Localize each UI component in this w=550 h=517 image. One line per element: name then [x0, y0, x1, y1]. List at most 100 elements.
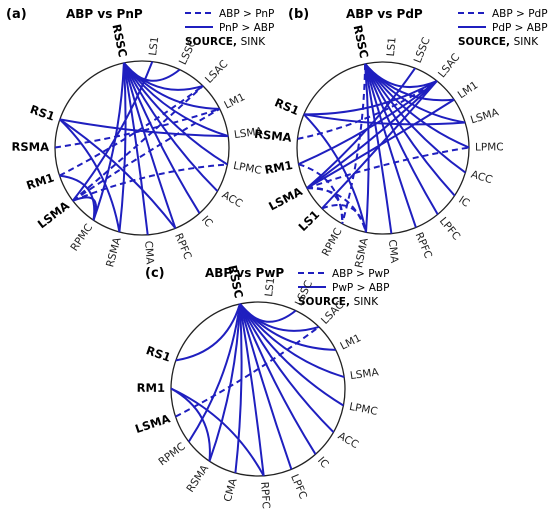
panel-1: (b) ABP vs PdP ABP > PdP PdP > ABP SOURCE, S…: [254, 7, 548, 269]
edge-LSMA-to-RSMA: [306, 187, 367, 233]
node-label-rm1: RM1: [137, 381, 165, 395]
edge-RSSC-to-RSMA: [208, 303, 241, 462]
edge-LSMA-to-RPMC: [306, 187, 344, 224]
panel-label: (c): [145, 266, 165, 281]
edge-RM1-to-RSMA: [170, 387, 211, 462]
edge-RSSC-to-LM1: [239, 303, 336, 351]
edge-LSMA-to-LSAC: [306, 80, 438, 189]
edge-LSMA-to-LM1: [72, 108, 221, 202]
edge-RSSC-to-RPMC: [187, 303, 241, 443]
legend-solid-label: PnP > ABP: [219, 22, 274, 34]
node-label-ls1: LS1: [296, 207, 323, 234]
legend-dashed-label: ABP > PdP: [492, 8, 548, 20]
node-label-rsma: RSMA: [254, 127, 293, 145]
edge-RSSC-to-LPFC: [364, 63, 439, 215]
edge-RSSC-to-RPFC: [364, 63, 417, 228]
edge-RSSC-to-RPFC: [122, 62, 177, 229]
edge-RM1-to-RPMC: [59, 174, 96, 221]
node-label-lssc: LSSC: [177, 38, 199, 67]
node-label-ls1: LS1: [147, 36, 161, 56]
edge-LSMA-to-RPMC: [72, 196, 98, 221]
node-label-cma: CMA: [386, 239, 400, 264]
legend-source-sink: SOURCE, SINK: [298, 296, 379, 308]
node-label-lpfc: LPFC: [437, 215, 463, 242]
edge-RSSC-to-LSMA: [239, 303, 345, 379]
node-label-ls1: LS1: [263, 277, 277, 297]
legend-solid-label: PdP > ABP: [492, 22, 548, 34]
node-label-lpmc: LPMC: [348, 401, 378, 418]
node-label-cma: CMA: [142, 240, 156, 265]
edge-RSSC-to-IC: [238, 303, 317, 455]
edge-LSMA-to-LSAC: [72, 85, 204, 202]
edge-LS1-to-LSAC: [321, 80, 438, 210]
node-label-rsma: RSMA: [104, 235, 124, 268]
node-label-rs1: RS1: [273, 95, 302, 118]
edge-RSSC-to-LSMA: [364, 63, 466, 124]
legend-solid-label: PwP > ABP: [332, 282, 389, 294]
edge-RM1-to-RPFC: [170, 387, 265, 477]
node-label-rpmc: RPMC: [68, 222, 95, 254]
edge-RS1-to-RSMA: [303, 113, 367, 233]
node-label-ic: IC: [456, 194, 471, 210]
edge-RSSC-to-CMA: [122, 62, 149, 235]
node-label-lpfc: LPFC: [288, 473, 309, 501]
node-label-rs1: RS1: [144, 343, 172, 364]
edge-RSMA-to-LSAC: [297, 80, 438, 140]
node-label-rpfc: RPFC: [258, 481, 272, 509]
legend-source-sink: SOURCE, SINK: [185, 36, 266, 48]
edge-RSSC-to-RSMA: [364, 63, 370, 233]
node-label-rm1: RM1: [263, 158, 293, 177]
node-label-rsma: RSMA: [353, 236, 371, 269]
node-label-rssc: RSSC: [109, 23, 130, 59]
edge-RSSC-to-RPMC: [92, 62, 125, 221]
edge-RSSC-to-LM1: [123, 62, 220, 110]
node-label-rsma: RSMA: [184, 462, 211, 494]
node-label-lsma: LSMA: [266, 184, 304, 213]
edge-RSSC-to-CMA: [364, 63, 393, 234]
edge-RS1-to-LSAC: [303, 80, 438, 116]
edge-RM1-to-LSAC: [298, 80, 438, 166]
node-label-rs1: RS1: [28, 102, 56, 123]
edge-RSSC-to-IC: [364, 63, 456, 197]
legend-dashed-label: ABP > PwP: [332, 268, 389, 280]
edge-LS1-to-RSMA: [321, 204, 367, 233]
panel-2: (c) ABP vs PwP ABP > PwP PwP > ABP SOURCE, S…: [133, 264, 389, 509]
node-label-lsma: LSMA: [133, 411, 172, 436]
edge-RSSC-to-IC: [122, 62, 201, 214]
edge-LSMA-to-LSAC: [175, 326, 320, 418]
node-label-lpmc: LPMC: [232, 160, 262, 177]
node-label-ls1: LS1: [385, 37, 399, 57]
node-label-rssc: RSSC: [351, 24, 372, 60]
node-label-ic: IC: [199, 214, 215, 230]
node-label-lm1: LM1: [456, 79, 481, 101]
node-label-lsma: LSMA: [35, 198, 72, 231]
node-label-lsma: LSMA: [349, 366, 380, 382]
node-label-lsac: LSAC: [436, 51, 462, 80]
edge-RSSC-to-LPFC: [238, 303, 293, 470]
edge-LSMA-to-LS1: [72, 61, 154, 202]
panel-title: ABP vs PwP: [205, 266, 284, 280]
node-label-cma: CMA: [222, 476, 240, 503]
node-label-acc: ACC: [336, 430, 361, 451]
legend-source-sink: SOURCE, SINK: [458, 36, 539, 48]
edge-RSSC-to-LPMC: [123, 62, 228, 166]
node-label-acc: ACC: [469, 169, 493, 187]
edge-LSMA-to-LPMC: [306, 146, 470, 190]
edge-LSMA-to-LSSC: [306, 67, 416, 189]
node-label-rpfc: RPFC: [413, 231, 434, 261]
panel-title: ABP vs PnP: [66, 7, 143, 21]
node-label-acc: ACC: [220, 189, 245, 210]
chord-ring: [54, 60, 230, 236]
edge-RSSC-to-LPMC: [364, 63, 470, 149]
edge-RSSC-to-RS1: [175, 303, 241, 362]
edge-RSSC-to-RPFC: [238, 303, 265, 476]
legend-dashed-label: ABP > PnP: [219, 8, 274, 20]
node-label-rsma: RSMA: [11, 140, 49, 154]
node-label-lsma: LSMA: [469, 106, 501, 126]
edge-RSSC-to-CMA: [234, 303, 243, 474]
edge-RSSC-to-LSMA: [123, 62, 229, 138]
edge-RS1-to-RPFC: [59, 118, 177, 229]
node-label-lsma: LSMA: [233, 125, 264, 141]
panel-title: ABP vs PdP: [346, 7, 423, 21]
node-label-rm1: RM1: [25, 170, 56, 192]
